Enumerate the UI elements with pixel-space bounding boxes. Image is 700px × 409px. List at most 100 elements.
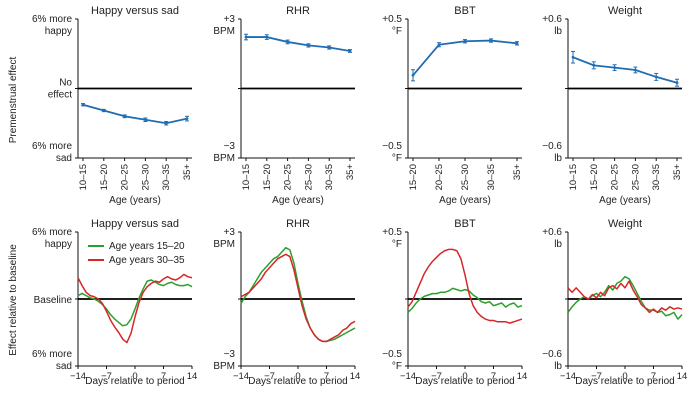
series-line bbox=[82, 103, 188, 125]
series-line-old bbox=[567, 280, 683, 314]
x-tick-label: 35+ bbox=[345, 164, 356, 181]
x-tick-label: −7 bbox=[431, 371, 442, 382]
x-tick-label: 25–30 bbox=[460, 164, 471, 190]
data-point bbox=[327, 46, 331, 49]
x-tick-label: 30–35 bbox=[324, 164, 335, 190]
y-top-unit: happy bbox=[45, 239, 72, 250]
y-top-unit: BPM bbox=[213, 239, 235, 250]
x-axis-label: Days relative to period bbox=[85, 376, 185, 387]
data-point bbox=[144, 118, 147, 122]
x-tick-label: 35+ bbox=[512, 164, 523, 181]
series-line bbox=[572, 56, 678, 84]
x-tick-label: −14 bbox=[560, 371, 576, 382]
y-bottom-label: 6% more bbox=[32, 141, 72, 152]
x-tick-label: −14 bbox=[400, 371, 416, 382]
legend-label: Age years 15–20 bbox=[109, 241, 185, 252]
y-bottom-unit: BPM bbox=[213, 153, 235, 164]
y-mid-label: No bbox=[59, 78, 72, 89]
panel-title: BBT bbox=[454, 5, 476, 17]
x-tick-label: 7 bbox=[324, 371, 329, 382]
x-tick-label: 0 bbox=[295, 371, 300, 382]
data-point bbox=[307, 44, 310, 47]
y-top-label: +0.5 bbox=[382, 14, 402, 25]
series-line-young bbox=[77, 279, 193, 327]
x-tick-label: 7 bbox=[491, 371, 496, 382]
y-top-label: +0.6 bbox=[542, 227, 562, 238]
data-point bbox=[515, 41, 519, 45]
x-tick-label: −7 bbox=[591, 371, 602, 382]
data-point bbox=[411, 73, 415, 77]
data-point bbox=[463, 39, 467, 43]
y-top-label: +0.6 bbox=[542, 14, 562, 25]
data-point bbox=[102, 109, 106, 112]
y-bottom-label: −3 bbox=[224, 349, 236, 360]
y-bottom-label: −0.5 bbox=[382, 349, 402, 360]
x-tick-label: 0 bbox=[622, 371, 627, 382]
x-tick-label: 10–15 bbox=[241, 164, 252, 190]
series-line bbox=[246, 36, 351, 52]
y-top-label: +3 bbox=[224, 14, 236, 25]
x-tick-label: 0 bbox=[132, 371, 137, 382]
y-mid-label: Baseline bbox=[34, 295, 73, 306]
x-axis-label: Days relative to period bbox=[248, 376, 348, 387]
panel-title: Weight bbox=[608, 5, 642, 17]
data-point bbox=[489, 39, 493, 42]
x-tick-label: −14 bbox=[70, 371, 86, 382]
y-bottom-label: −3 bbox=[224, 141, 236, 152]
x-tick-label: 30–35 bbox=[486, 164, 497, 190]
x-tick-label: 25–30 bbox=[140, 164, 151, 190]
y-bottom-label: −0.6 bbox=[542, 349, 562, 360]
x-tick-label: 20–25 bbox=[610, 164, 621, 190]
y-top-label: 6% more bbox=[32, 227, 72, 238]
x-tick-label: 7 bbox=[161, 371, 166, 382]
x-tick-label: 10–15 bbox=[78, 164, 89, 190]
panel-title: Happy versus sad bbox=[91, 218, 179, 230]
data-point bbox=[592, 63, 596, 67]
x-tick-label: 0 bbox=[462, 371, 467, 382]
data-point bbox=[613, 66, 616, 70]
data-point bbox=[244, 35, 248, 39]
y-bottom-unit: BPM bbox=[213, 361, 235, 372]
legend: Age years 15–20 Age years 30–35 bbox=[88, 241, 185, 266]
series-line bbox=[412, 39, 518, 76]
data-point bbox=[348, 49, 352, 53]
data-point bbox=[675, 81, 679, 85]
series-line-old bbox=[407, 248, 523, 324]
x-tick-label: 35+ bbox=[672, 164, 683, 181]
y-bottom-unit: °F bbox=[392, 153, 402, 164]
data-point bbox=[164, 121, 168, 125]
y-top-unit: °F bbox=[392, 239, 402, 250]
x-tick-label: −7 bbox=[101, 371, 112, 382]
panel-title: RHR bbox=[286, 5, 310, 17]
panel-title: Weight bbox=[608, 218, 642, 230]
x-tick-label: −7 bbox=[264, 371, 275, 382]
x-tick-label: 15–20 bbox=[262, 164, 273, 190]
y-bottom-unit: lb bbox=[554, 153, 562, 164]
x-tick-label: 20–25 bbox=[434, 164, 445, 190]
y-bottom-label: −0.5 bbox=[382, 141, 402, 152]
y-mid-label: effect bbox=[48, 90, 72, 101]
panel-title: Happy versus sad bbox=[91, 5, 179, 17]
x-tick-label: 30–35 bbox=[651, 164, 662, 190]
y-bottom-unit: °F bbox=[392, 361, 402, 372]
data-point bbox=[265, 35, 269, 39]
x-axis-label: Age (years) bbox=[599, 195, 651, 206]
y-bottom-label: 6% more bbox=[32, 349, 72, 360]
legend-label: Age years 30–35 bbox=[109, 255, 185, 266]
y-top-unit: °F bbox=[392, 26, 402, 37]
series-line-old bbox=[77, 273, 193, 344]
x-tick-label: 7 bbox=[651, 371, 656, 382]
x-axis-label: Age (years) bbox=[439, 195, 491, 206]
data-point bbox=[654, 75, 658, 79]
x-tick-label: 10–15 bbox=[568, 164, 579, 190]
x-tick-label: 25–30 bbox=[303, 164, 314, 190]
y-top-unit: lb bbox=[554, 26, 562, 37]
panel-title: BBT bbox=[454, 218, 476, 230]
x-tick-label: 15–20 bbox=[408, 164, 419, 190]
